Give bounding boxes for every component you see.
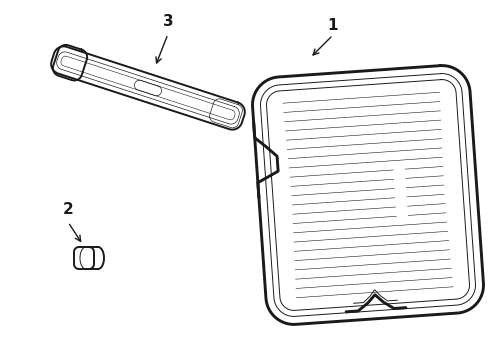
Text: 2: 2	[62, 202, 73, 217]
Text: 1: 1	[327, 18, 338, 32]
Text: 3: 3	[163, 14, 173, 30]
